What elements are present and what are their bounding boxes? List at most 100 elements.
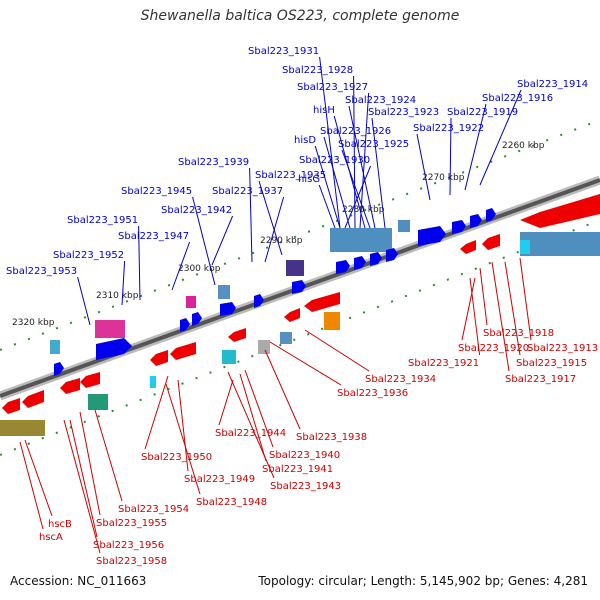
leader-line <box>314 145 341 229</box>
gene-label: Sbal223_1920 <box>458 343 529 354</box>
gene-arrow <box>284 308 300 322</box>
gene-block <box>50 340 60 354</box>
gene-label: Sbal223_1952 <box>53 250 124 261</box>
gene-arrow <box>22 390 44 408</box>
gene-label: Sbal223_1942 <box>161 205 232 216</box>
gene-label: Sbal223_1917 <box>505 374 576 385</box>
gene-label: Sbal223_1943 <box>270 481 341 492</box>
leader-line <box>258 180 283 256</box>
gene-label: Sbal223_1954 <box>118 504 189 515</box>
gene-arrow <box>60 378 80 394</box>
gene-label: Sbal223_1923 <box>368 107 439 118</box>
gene-label: Sbal223_1939 <box>178 157 249 168</box>
gene-block <box>95 320 125 338</box>
leader-line <box>504 261 521 356</box>
gene-arrow <box>150 350 168 366</box>
gene-label: Sbal223_1951 <box>67 215 138 226</box>
gene-label: Sbal223_1921 <box>408 358 479 369</box>
gene-label: Sbal223_1940 <box>269 450 340 461</box>
leader-line <box>491 261 510 372</box>
gene-block <box>186 296 196 308</box>
gene-label: Sbal223_1925 <box>338 139 409 150</box>
reverse-strand-features <box>0 194 600 436</box>
leader-line <box>371 117 386 229</box>
gene-label: Sbal223_1956 <box>93 540 164 551</box>
leader-line <box>165 383 201 495</box>
gene-label: Sbal223_1913 <box>527 343 598 354</box>
gene-arrow <box>482 234 500 250</box>
gene-block <box>398 220 410 232</box>
gene-arrow <box>452 220 466 234</box>
gene-arrow <box>192 312 202 326</box>
leader-line <box>264 349 301 430</box>
gene-arrow <box>228 328 246 342</box>
leader-line <box>269 341 342 386</box>
gene-label: Sbal223_1945 <box>121 186 192 197</box>
leader-line <box>227 371 275 479</box>
map-title: Shewanella baltica OS223, complete genom… <box>140 8 460 24</box>
gene-label: Sbal223_1924 <box>345 95 416 106</box>
leader-line <box>144 375 169 450</box>
leader-line <box>264 196 285 263</box>
gene-arrow <box>54 362 64 376</box>
leader-line <box>77 276 91 326</box>
scale-label: 2320 kbp <box>12 318 55 328</box>
gene-label: hscB <box>48 519 72 530</box>
gene-label: Sbal223_1918 <box>483 328 554 339</box>
gene-arrow <box>460 240 476 254</box>
leader-line <box>304 329 370 372</box>
gene-label: Sbal223_1935 <box>255 170 326 181</box>
gene-arrow <box>170 342 196 360</box>
gene-block <box>222 350 236 364</box>
gene-arrow <box>520 194 600 228</box>
gene-block <box>218 285 230 299</box>
gene-label: Sbal223_1941 <box>262 464 333 475</box>
gene-label: Sbal223_1927 <box>297 82 368 93</box>
gene-block <box>330 228 392 252</box>
leader-line <box>323 136 351 229</box>
leader-line <box>341 149 371 229</box>
gene-label: Sbal223_1953 <box>6 266 77 277</box>
gene-block <box>258 340 270 354</box>
scale-label: 2300 kbp <box>178 264 221 274</box>
gene-label: Sbal223_1958 <box>96 556 167 567</box>
genome-summary: Topology: circular; Length: 5,145,902 bp… <box>258 574 588 588</box>
gene-label: Sbal223_1926 <box>320 126 391 137</box>
gene-label: Sbal223_1915 <box>516 358 587 369</box>
gene-label: Sbal223_1914 <box>517 79 588 90</box>
gene-arrow <box>354 256 366 270</box>
leader-line <box>138 225 141 301</box>
leader-line <box>192 196 216 286</box>
gene-label: Sbal223_1937 <box>212 186 283 197</box>
gene-arrow <box>418 226 446 246</box>
forward-strand-features <box>50 208 496 376</box>
leader-line <box>344 165 372 229</box>
gene-arrow <box>486 208 496 222</box>
gene-label: Sbal223_1950 <box>141 452 212 463</box>
gene-block <box>324 312 340 330</box>
gene-label: Sbal223_1934 <box>365 374 436 385</box>
scale-label: 2260 kbp <box>502 141 545 151</box>
leader-line <box>519 257 532 341</box>
gene-label: Sbal223_1931 <box>248 46 319 57</box>
gene-arrow <box>386 248 398 262</box>
gene-block <box>280 332 292 344</box>
gene-arrow <box>370 252 382 266</box>
gene-arrow <box>336 260 350 274</box>
leader-line <box>239 373 267 462</box>
leader-line <box>121 260 126 306</box>
leader-line <box>449 117 452 196</box>
scale-label: 2270 kbp <box>422 173 465 183</box>
leader-line <box>479 89 522 186</box>
gene-label: Sbal223_1948 <box>196 497 267 508</box>
gene-arrow <box>470 214 482 228</box>
leader-line <box>171 241 191 291</box>
leader-line <box>348 105 376 229</box>
leader-line <box>461 277 476 341</box>
forward-gene-labels: Sbal223_1931 Sbal223_1928 Sbal223_1927 hisH… <box>6 46 588 326</box>
gene-label: hisG <box>298 174 320 185</box>
gene-block <box>150 376 156 388</box>
accession-number: Accession: NC_011663 <box>10 574 147 588</box>
leader-line <box>479 267 488 326</box>
gene-label: Sbal223_1928 <box>282 65 353 76</box>
